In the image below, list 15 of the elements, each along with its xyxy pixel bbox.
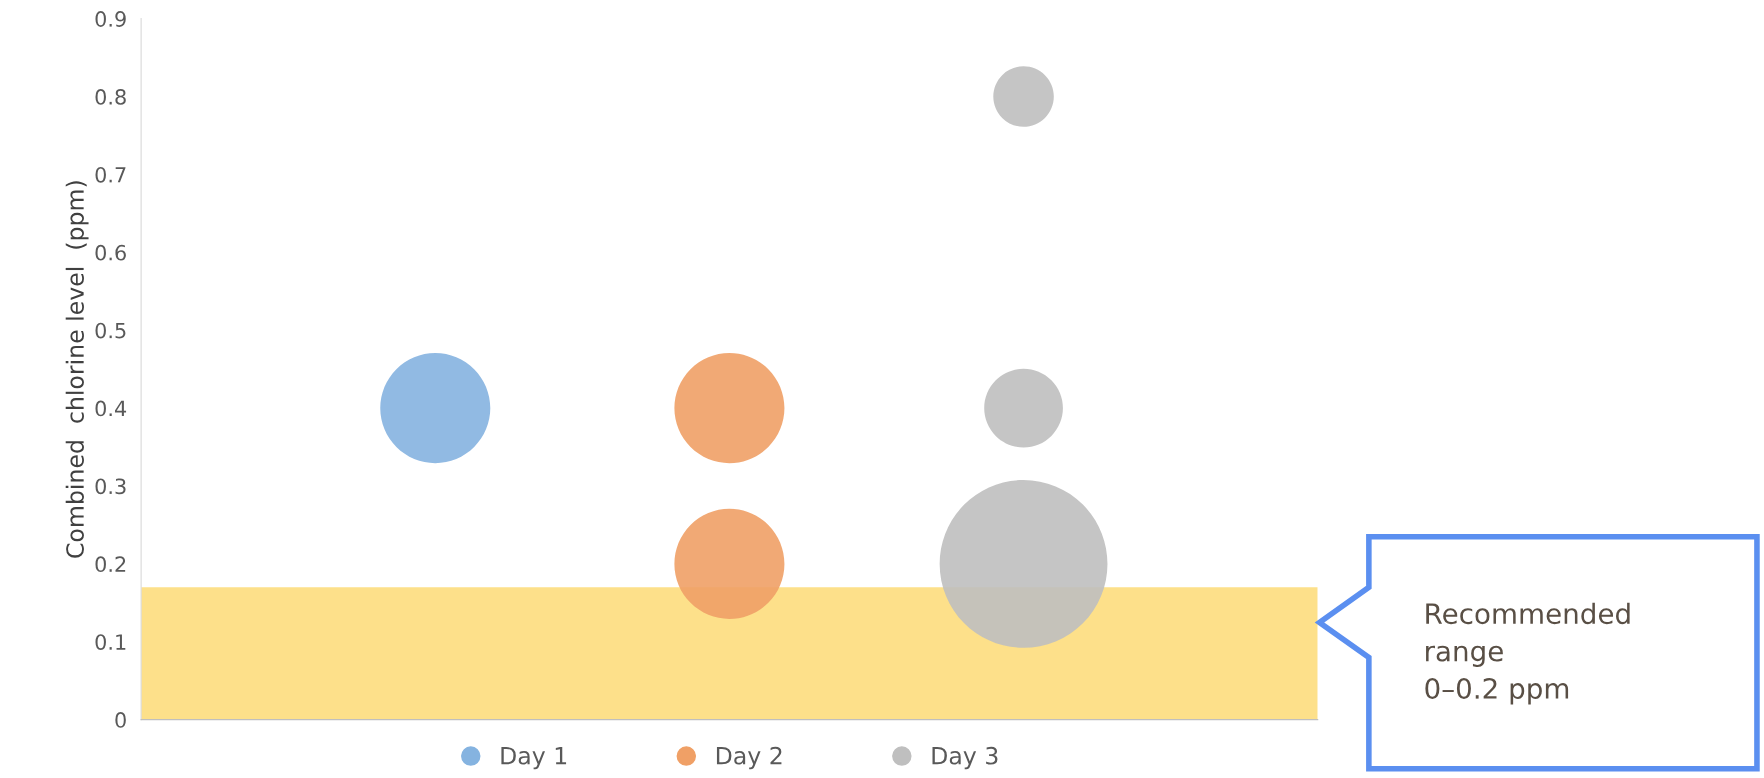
y-tick-label: 0.2	[95, 556, 126, 573]
y-tick-label: 0.3	[95, 478, 126, 495]
y-axis-title: Combined chlorine level (ppm)	[65, 181, 89, 558]
y-tick-label: 0.5	[95, 322, 126, 339]
legend-label: Day 1	[501, 747, 567, 770]
y-tick-label: 0.4	[95, 400, 127, 417]
y-tick-label: 0.7	[95, 166, 126, 183]
legend-label: Day 2	[716, 746, 782, 770]
y-tick-label: 0	[115, 712, 126, 728]
y-tick-label: 0.8	[95, 89, 126, 105]
y-tick-label: 0.9	[95, 11, 126, 27]
text: Recommended range 0–0.2 ppm	[1425, 602, 1630, 705]
legend-label: Day 3	[932, 746, 998, 770]
y-tick-label: 0.6	[95, 244, 126, 261]
y-tick-label: 0.1	[95, 634, 126, 650]
